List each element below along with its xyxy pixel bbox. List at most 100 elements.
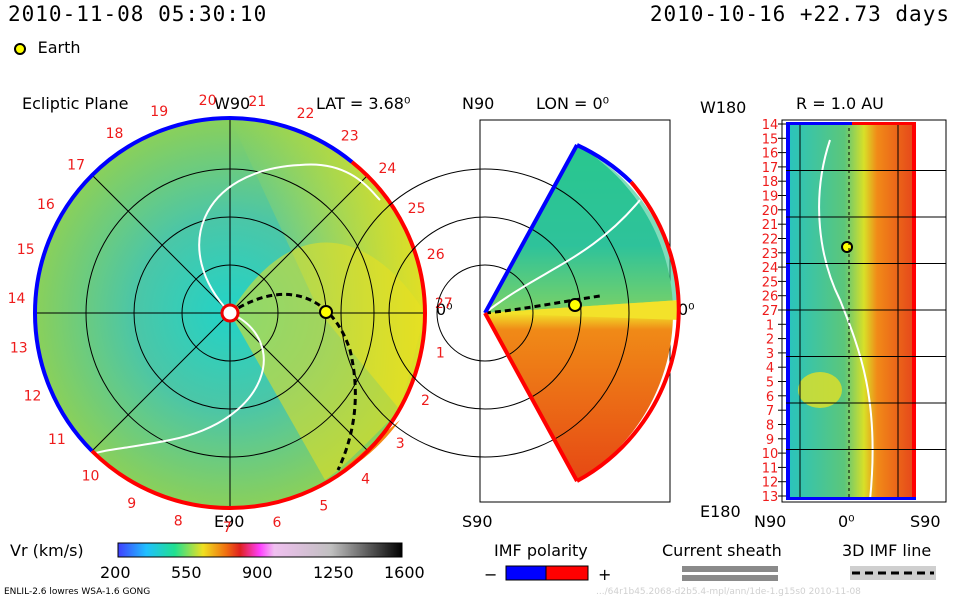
- ecliptic-day-label: 6: [272, 515, 281, 531]
- ecliptic-day-label: 22: [297, 106, 315, 122]
- radial-r-label: R = 1.0 AU: [796, 94, 884, 113]
- radial-day-label: 9: [766, 433, 774, 448]
- ecliptic-top-label: W90: [214, 94, 251, 113]
- rim-negative-left: [32, 116, 231, 453]
- m-ring-3: [340, 168, 630, 458]
- ecliptic-title: Ecliptic Plane: [22, 94, 129, 113]
- meridional-bottom-left: S90: [462, 512, 493, 531]
- radial-day-label: 2: [766, 333, 774, 348]
- ecliptic-right-label: 0⁰: [436, 300, 453, 319]
- ecliptic-day-label: 5: [319, 498, 328, 514]
- radial-bottom-left: E180: [700, 502, 741, 521]
- ecliptic-fast-stream: [230, 242, 425, 480]
- meridional-top-left: N90: [462, 94, 495, 113]
- ecliptic-day-label: 9: [127, 496, 136, 512]
- ecliptic-day-label: 24: [378, 161, 396, 177]
- ecliptic-day-label: 27: [435, 296, 453, 312]
- ecliptic-day-label: 23: [341, 129, 359, 145]
- colorbar-tick-label: 1600: [384, 563, 425, 582]
- ecliptic-day-label: 7: [223, 520, 232, 536]
- earth-label: Earth: [37, 38, 81, 57]
- polarity-positive-swatch: [545, 565, 589, 581]
- ecliptic-day-label: 14: [8, 291, 26, 307]
- meridional-panel: [340, 119, 681, 503]
- radial-feature-1: [798, 372, 842, 408]
- imf-polarity-label: IMF polarity: [494, 541, 588, 560]
- current-sheath-a: [198, 163, 381, 314]
- m-ring-2: [388, 216, 582, 410]
- r-edge-right: [912, 122, 916, 500]
- ecliptic-day-label: 18: [106, 126, 124, 142]
- m-current-sheath: [484, 199, 641, 314]
- radial-day-label: 26: [762, 290, 779, 305]
- imf-line-ecliptic: [229, 292, 357, 471]
- imf-line-label: 3D IMF line: [842, 541, 932, 560]
- radial-day-label: 13: [762, 490, 779, 505]
- radial-day-label: 20: [762, 204, 779, 219]
- meridional-north: [485, 145, 680, 313]
- radial-day-label: 18: [762, 175, 779, 190]
- radial-day-label: 22: [762, 233, 779, 248]
- radial-day-label: 5: [766, 376, 774, 391]
- radial-day-label: 24: [762, 261, 779, 276]
- colorbar-gradient: [117, 542, 403, 558]
- ecliptic-day-label: 1: [436, 346, 445, 362]
- m-rim-south: [576, 180, 681, 483]
- ecliptic-bottom-label: E90: [214, 512, 245, 531]
- polarity-minus-label: −: [484, 565, 498, 584]
- radial-bottom-mid: 0⁰: [838, 512, 855, 531]
- radial-day-label: 3: [766, 347, 774, 362]
- imf-line-meridional: [484, 294, 601, 315]
- ecliptic-day-label: 21: [248, 94, 266, 110]
- radial-day-label: 10: [762, 447, 779, 462]
- radial-bottom-s: S90: [910, 512, 941, 531]
- earth-marker-meridional: [568, 298, 582, 312]
- colorbar-tick-label: 200: [100, 563, 131, 582]
- radial-map: [786, 122, 916, 500]
- polarity-plus-label: +: [598, 565, 612, 584]
- ecliptic-day-label: 19: [150, 104, 168, 120]
- radial-panel: 1415161718192021222324252627123456789101…: [762, 118, 947, 505]
- m-edge-south: [483, 312, 579, 482]
- colorbar-label: Vr (km/s): [10, 541, 84, 560]
- radial-day-label: 23: [762, 247, 779, 262]
- r-edge-top-neg: [786, 122, 852, 125]
- current-sheath-swatch-b: [682, 575, 778, 581]
- ecliptic-day-labels: 20 21222324252627123456789101112131415161…: [8, 93, 453, 536]
- r-edge-top-pos: [852, 122, 916, 125]
- ecliptic-day-label: 10: [82, 468, 100, 484]
- datetime-left: 2010-11-08 05:30:10: [8, 2, 268, 26]
- meridional-equator: [485, 300, 680, 320]
- m-edge-north: [483, 144, 579, 314]
- run-id: .../64r1b45.2068-d2b5.4-mpl/ann/1de-1.g1…: [596, 587, 861, 597]
- r-current-sheath: [818, 139, 874, 501]
- ecliptic-day-label: 20: [199, 93, 217, 109]
- ecliptic-day-label: 4: [361, 472, 370, 488]
- m-rim-north: [576, 143, 633, 184]
- m-ring-1: [436, 264, 534, 362]
- radial-day-label: 11: [762, 461, 779, 476]
- radial-day-label: 7: [766, 404, 774, 419]
- ecliptic-day-label: 11: [48, 432, 66, 448]
- earth-legend: Earth: [12, 38, 81, 57]
- radial-top-left: W180: [700, 98, 747, 117]
- ecliptic-day-label: 8: [174, 514, 183, 530]
- radial-day-label: 25: [762, 275, 779, 290]
- ecliptic-day-label: 16: [37, 197, 55, 213]
- radial-day-label: 17: [762, 161, 779, 176]
- ecliptic-day-label: 12: [24, 389, 42, 405]
- radial-day-label: 8: [766, 419, 774, 434]
- ecliptic-lat-label: LAT = 3.68⁰: [316, 94, 411, 113]
- datetime-right: 2010-10-16 +22.73 days: [649, 2, 950, 26]
- current-sheath-swatch-a: [682, 566, 778, 572]
- ecliptic-day-label: 26: [427, 247, 445, 263]
- rim-negative-top: [229, 116, 354, 164]
- radial-day-label: 1: [766, 318, 774, 333]
- r-edge-left: [786, 122, 790, 500]
- ecliptic-day-label: 17: [67, 157, 85, 173]
- earth-marker-icon: [14, 42, 26, 55]
- model-info: ENLIL-2.6 lowres WSA-1.6 GONG: [4, 587, 151, 597]
- r-edge-bottom: [786, 497, 916, 500]
- colorbar-tick-label: 900: [242, 563, 273, 582]
